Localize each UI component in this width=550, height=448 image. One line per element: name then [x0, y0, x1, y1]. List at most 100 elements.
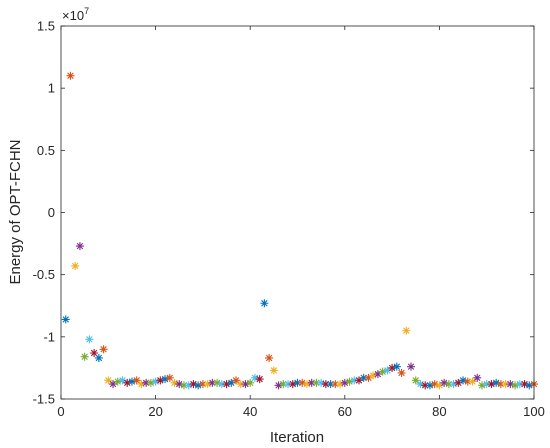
data-point [156, 376, 165, 385]
data-point [511, 381, 520, 390]
data-point [279, 380, 288, 389]
exponent-power: 7 [84, 6, 89, 16]
data-point [340, 378, 349, 387]
data-point [359, 373, 368, 382]
data-point [435, 381, 444, 390]
x-tick-label: 60 [338, 404, 352, 419]
data-point [127, 377, 136, 386]
data-point [373, 370, 382, 379]
data-point [198, 380, 207, 389]
data-point [142, 378, 151, 387]
data-point [265, 353, 274, 362]
data-point [407, 362, 416, 371]
data-point [298, 378, 307, 387]
data-point [85, 335, 94, 344]
data-point [430, 380, 439, 389]
data-point [236, 380, 245, 389]
data-point [397, 368, 406, 377]
data-point [222, 380, 231, 389]
data-point [232, 376, 241, 385]
data-point [402, 326, 411, 335]
data-point [71, 261, 80, 270]
data-point [90, 349, 99, 357]
data-point [161, 375, 170, 384]
data-point [326, 380, 335, 389]
data-point [501, 380, 510, 389]
data-point [492, 378, 501, 387]
y-axis-exponent: ×107 [62, 6, 89, 23]
data-point [463, 377, 472, 386]
y-tick-label: -0.5 [33, 267, 55, 282]
data-point [255, 375, 264, 384]
data-point [459, 376, 468, 385]
data-point [208, 378, 217, 387]
data-point [165, 373, 174, 382]
data-point [506, 380, 515, 389]
data-point [416, 380, 425, 389]
plot-area [61, 26, 534, 399]
data-point [364, 373, 373, 382]
y-axis-ticks: -1.5 -1 -0.5 0 0.5 1 1.5 [33, 19, 534, 407]
data-point [468, 377, 477, 386]
data-point [331, 380, 340, 389]
x-tick-label: 20 [148, 404, 162, 419]
data-point [66, 71, 75, 80]
data-point [369, 371, 378, 380]
data-point [317, 378, 326, 387]
data-point [392, 362, 401, 371]
data-point [284, 380, 293, 389]
data-point [227, 378, 236, 387]
data-point [250, 373, 259, 382]
data-point [151, 377, 160, 386]
data-point [473, 373, 482, 382]
y-tick-label: 1.5 [37, 19, 55, 34]
data-point [487, 380, 496, 389]
data-point [194, 381, 203, 390]
data-point [217, 380, 226, 389]
y-tick-label: 0 [48, 205, 55, 220]
data-point [388, 363, 397, 372]
data-point [269, 366, 278, 375]
data-point [440, 378, 449, 387]
data-point [354, 376, 363, 385]
data-point [132, 376, 141, 385]
x-tick-label: 80 [432, 404, 446, 419]
y-tick-label: 0.5 [37, 143, 55, 158]
data-point [274, 381, 283, 390]
data-point [482, 380, 491, 389]
data-point [525, 381, 534, 390]
data-point [378, 367, 387, 376]
data-point [293, 378, 302, 387]
data-point [213, 378, 222, 387]
data-point [307, 378, 316, 387]
data-point [246, 378, 255, 387]
y-tick-label: 1 [48, 81, 55, 96]
data-point [312, 378, 321, 387]
data-point [189, 380, 198, 389]
data-point [170, 378, 179, 387]
data-point [383, 366, 392, 375]
y-axis-label: Energy of OPT-FCHN [7, 139, 24, 284]
data-point [241, 380, 250, 389]
data-point [61, 315, 70, 324]
data-point [123, 378, 132, 387]
data-point [118, 376, 127, 385]
exponent-base: ×10 [62, 8, 84, 23]
data-point [104, 376, 113, 385]
data-point [179, 381, 188, 390]
data-point [321, 380, 330, 389]
data-point [425, 381, 434, 390]
data-point [99, 345, 108, 354]
data-point [477, 381, 486, 390]
data-point [75, 242, 84, 251]
data-point [113, 377, 122, 386]
data-point [515, 380, 524, 389]
data-point [260, 299, 269, 308]
data-point [496, 380, 505, 389]
x-tick-label: 40 [243, 404, 257, 419]
data-point [109, 380, 118, 389]
data-point [444, 380, 453, 389]
data-point [175, 380, 184, 389]
data-point [345, 377, 354, 386]
